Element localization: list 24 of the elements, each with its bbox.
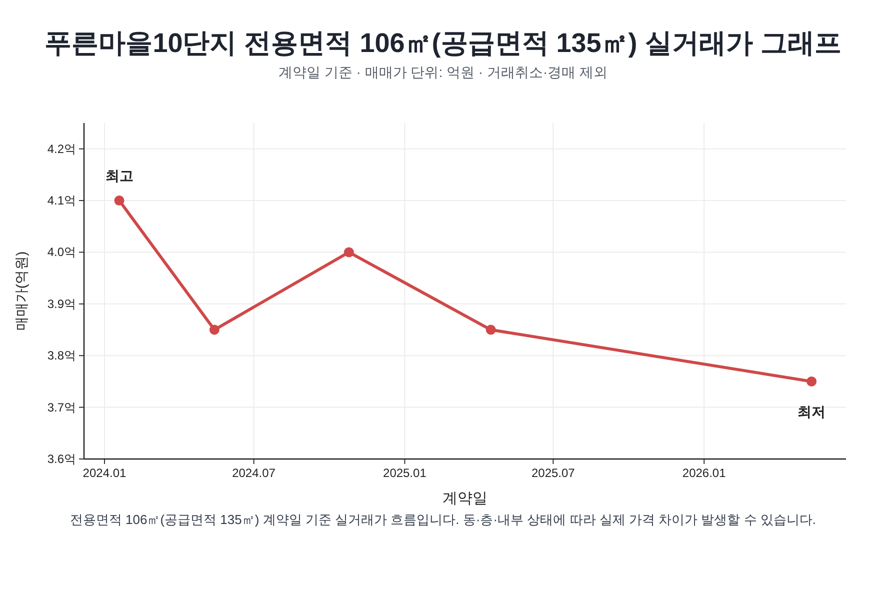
chart-subtitle: 계약일 기준 · 매매가 단위: 억원 · 거래취소·경매 제외 (278, 64, 608, 80)
chart-title: 푸른마을10단지 전용면적 106㎡(공급면적 135㎡) 실거래가 그래프 (44, 28, 842, 58)
x-tick-label: 2024.01 (82, 466, 127, 480)
y-tick-label: 3.9억 (47, 296, 76, 311)
x-tick-label: 2025.07 (531, 466, 576, 480)
point (344, 247, 354, 258)
x-tick-label: 2025.01 (383, 466, 427, 480)
text: 전용면적 106㎡(공급면적 135㎡) 계약일 기준 실거래가 흐름입니다. 동·층·내부 상태에 따라 실제 가격 차이가 발생할 수 있습니다. (70, 512, 816, 527)
y-tick-label: 3.8억 (47, 348, 76, 363)
x-tick-label: 2024.07 (232, 466, 276, 480)
point (806, 376, 817, 386)
point (114, 196, 124, 206)
point (209, 324, 220, 335)
y-tick-label: 4.2억 (47, 142, 76, 156)
annotation: 최저 (798, 403, 826, 420)
y-tick-label: 4.1억 (47, 194, 76, 208)
x-tick-label: 2026.01 (682, 466, 726, 480)
y-axis-title: 매매가(억원) (13, 251, 29, 331)
point (486, 324, 496, 335)
y-tick-label: 4.0억 (47, 245, 76, 260)
x-axis-title: 계약일 (442, 490, 488, 507)
annotation: 최고 (105, 168, 134, 184)
y-tick-label: 3.7억 (47, 400, 76, 414)
y-tick-label: 3.6억 (47, 452, 76, 466)
